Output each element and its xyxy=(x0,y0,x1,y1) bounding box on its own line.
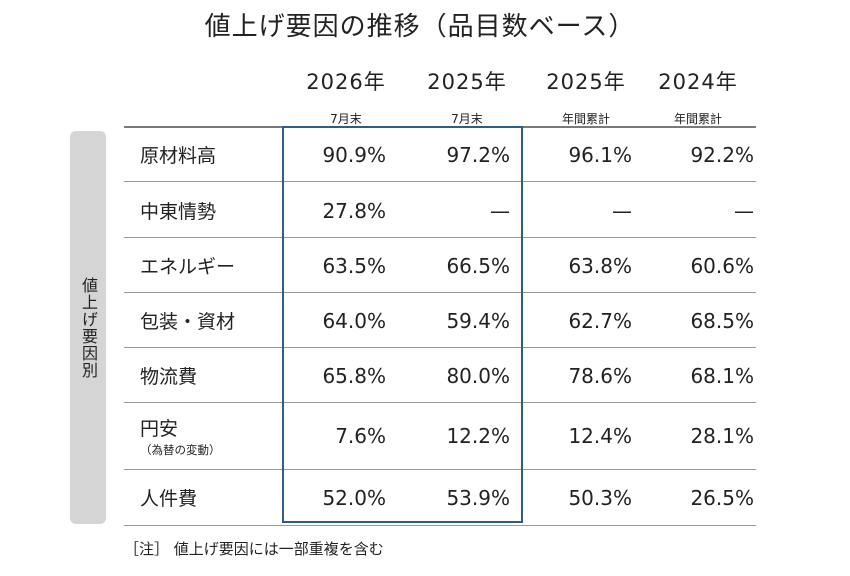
table-cell: — xyxy=(734,198,754,223)
table-cell: 28.1% xyxy=(690,424,754,448)
table-cell: 53.9% xyxy=(446,485,510,510)
column-header-3: 2025年 年間累計 xyxy=(524,66,648,127)
row-label: 人件費 xyxy=(140,488,198,510)
row-label: 中東情勢 xyxy=(140,201,217,223)
column-period: 年間累計 xyxy=(673,112,722,126)
table-cell: 52.0% xyxy=(322,485,386,510)
table-cell: 66.5% xyxy=(446,253,510,278)
table-cell: 12.2% xyxy=(446,424,510,448)
row-label: 包装・資材 xyxy=(140,311,236,333)
table-cell: 63.8% xyxy=(568,253,632,278)
table-cell: 60.6% xyxy=(690,253,754,278)
table-cell: 68.1% xyxy=(690,363,754,388)
table-cell: 97.2% xyxy=(446,142,510,167)
table-bottom-rule xyxy=(124,525,756,526)
table-cell: 64.0% xyxy=(322,308,386,333)
row-divider xyxy=(124,469,756,470)
column-year: 2025年 xyxy=(427,70,507,94)
row-group-label: 値上げ要因別 xyxy=(70,131,106,524)
row-label: 原材料高 xyxy=(140,145,217,167)
table-cell: 50.3% xyxy=(568,485,632,510)
row-divider xyxy=(124,292,756,293)
column-period: 7月末 xyxy=(451,112,483,126)
column-year: 2026年 xyxy=(306,70,386,94)
row-divider xyxy=(124,347,756,348)
row-label: エネルギー xyxy=(140,256,236,278)
column-year: 2025年 xyxy=(546,70,626,94)
table-row: 中東情勢 27.8% — — — xyxy=(124,183,756,238)
table-row: 円安 （為替の変動） 7.6% 12.2% 12.4% 28.1% xyxy=(124,403,756,469)
table-cell: 80.0% xyxy=(446,363,510,388)
table-cell: 27.8% xyxy=(322,198,386,223)
row-label: 円安 （為替の変動） xyxy=(140,418,221,457)
column-header-4: 2024年 年間累計 xyxy=(636,66,760,127)
column-year: 2024年 xyxy=(658,70,738,94)
table-cell: — xyxy=(612,198,632,223)
page-title: 値上げ要因の推移（品目数ベース） xyxy=(204,12,636,42)
table-cell: 65.8% xyxy=(322,363,386,388)
table-cell: 90.9% xyxy=(322,142,386,167)
column-period: 年間累計 xyxy=(561,112,610,126)
table-row: 物流費 65.8% 80.0% 78.6% 68.1% xyxy=(124,348,756,403)
table-cell: — xyxy=(490,198,510,223)
table-cell: 68.5% xyxy=(690,308,754,333)
table-cell: 63.5% xyxy=(322,253,386,278)
highlight-box xyxy=(282,126,523,523)
row-sublabel: （為替の変動） xyxy=(140,443,221,457)
row-group-label-text: 値上げ要因別 xyxy=(79,276,98,379)
table-row: 人件費 52.0% 53.9% 50.3% 26.5% xyxy=(124,470,756,525)
table-cell: 59.4% xyxy=(446,308,510,333)
row-label: 物流費 xyxy=(140,366,198,388)
table-cell: 7.6% xyxy=(335,424,386,448)
row-divider xyxy=(124,181,756,182)
column-header-1: 2026年 7月末 xyxy=(284,66,408,127)
table-cell: 96.1% xyxy=(568,142,632,167)
column-period: 7月末 xyxy=(330,112,362,126)
table-cell: 78.6% xyxy=(568,363,632,388)
table-row: 原材料高 90.9% 97.2% 96.1% 92.2% xyxy=(124,127,756,182)
table-cell: 62.7% xyxy=(568,308,632,333)
footnote: ［注］ 値上げ要因には一部重複を含む xyxy=(124,540,384,558)
column-header-2: 2025年 7月末 xyxy=(405,66,529,127)
table-row: エネルギー 63.5% 66.5% 63.8% 60.6% xyxy=(124,238,756,293)
row-divider xyxy=(124,237,756,238)
table-cell: 92.2% xyxy=(690,142,754,167)
row-divider xyxy=(124,402,756,403)
table-cell: 12.4% xyxy=(568,424,632,448)
table-cell: 26.5% xyxy=(690,485,754,510)
table-row: 包装・資材 64.0% 59.4% 62.7% 68.5% xyxy=(124,293,756,348)
